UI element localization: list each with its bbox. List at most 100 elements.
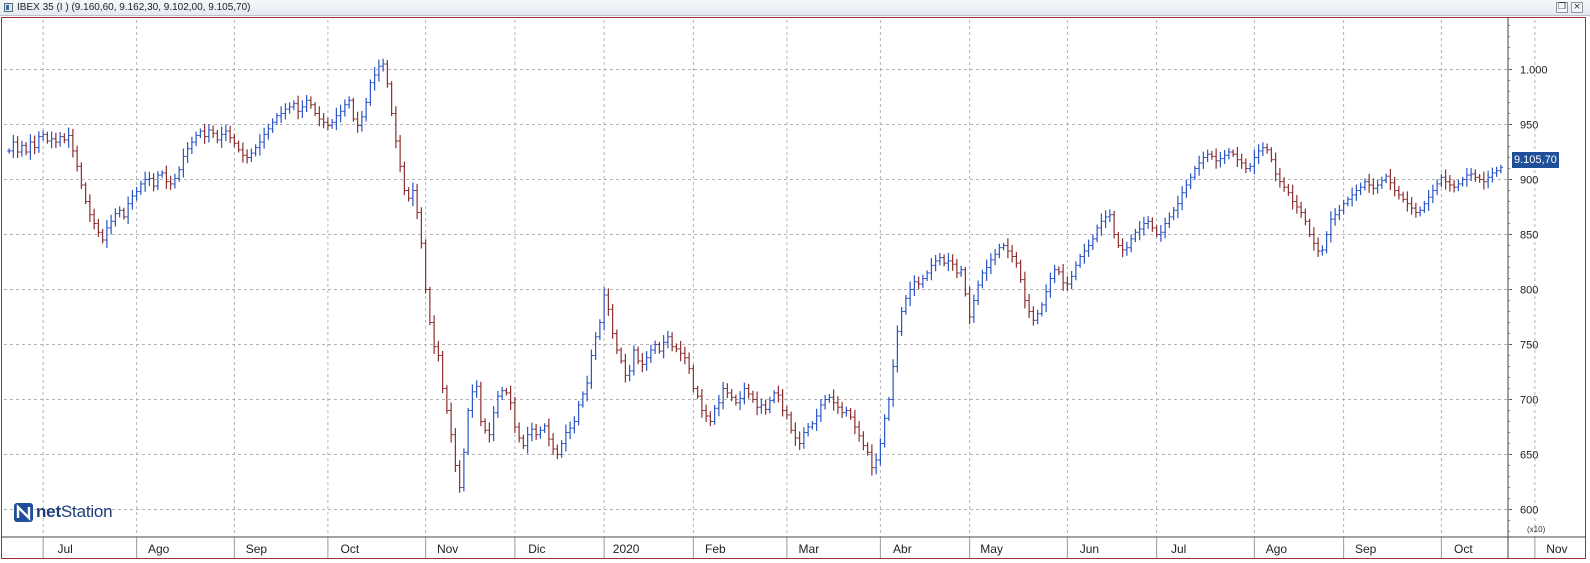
x-tick-label: Jun [1080,542,1099,556]
price-bar [993,249,998,266]
price-bar [172,173,177,189]
price-bar [1090,234,1095,251]
price-bar [121,207,126,220]
price-bar [287,102,292,114]
price-bar [194,131,199,147]
price-bar [364,97,369,122]
price-bar [1409,197,1414,215]
price-bar [750,390,755,403]
price-bar [797,431,802,451]
price-bar [1129,234,1134,253]
price-bar [470,384,475,418]
price-bar [1447,175,1452,192]
price-bar [232,133,237,148]
price-bar [980,269,985,289]
price-bar [525,426,530,454]
price-bar [793,422,798,446]
price-bar [138,180,143,195]
x-tick-label: Abr [893,542,912,556]
price-bar [810,421,815,430]
y-tick-label: 950 [1520,120,1538,132]
price-bar [410,182,415,207]
price-bar [763,399,768,415]
price-bar [657,341,662,354]
price-bar [729,388,734,402]
x-tick-label: Oct [341,542,360,556]
price-bar [1171,207,1176,221]
price-bar [674,343,679,353]
price-bar [181,148,186,178]
price-bar [954,258,959,279]
price-bar [202,123,207,144]
netstation-logo-text: netStation [36,502,113,521]
price-bar [1486,170,1491,189]
price-bar [100,229,105,244]
price-bar [1150,217,1155,232]
price-bar [725,383,730,399]
price-bar [869,444,874,476]
price-bar [317,106,322,127]
price-bar [1018,259,1023,283]
chart-bars [7,58,1503,493]
price-bar [1086,239,1091,257]
price-bar [376,59,381,82]
price-bar [1167,212,1172,229]
price-bar [1439,174,1444,188]
price-bar [585,375,590,402]
price-bar [878,438,883,466]
price-bar [1197,155,1202,176]
price-bar [1494,166,1499,177]
price-bar [733,394,738,406]
price-bar [249,148,254,163]
price-bar [1116,231,1121,249]
price-bar [644,351,649,371]
price-bar [177,166,182,182]
price-bar [661,335,666,359]
chart-frame [1,17,1586,559]
price-bar [304,95,309,113]
price-bar [1022,271,1027,309]
price-bar [814,408,819,431]
price-bar [389,81,394,117]
restore-button[interactable]: ❐ [1556,2,1568,13]
price-bar [1184,179,1189,198]
price-bar [891,359,896,407]
price-bar [1481,171,1486,190]
price-bar [440,350,445,394]
price-bar [1154,225,1159,238]
price-bar [1231,149,1236,157]
price-bar [517,422,522,443]
price-bar [984,259,989,281]
price-bar [614,329,619,354]
price-bar [1435,179,1440,196]
price-bar [1056,266,1061,276]
price-bar [699,388,704,418]
price-bar [1027,293,1032,319]
price-bar [474,380,479,398]
price-bar [933,254,938,272]
price-bar [640,353,645,373]
price-bar [1035,309,1040,325]
price-bar [1192,165,1197,180]
y-axis: 1.000 950 900 850 800 750 700 650 600 [1508,25,1548,532]
price-bar [882,414,887,448]
price-bar [840,401,845,418]
price-bar [1265,143,1270,154]
price-bar [1452,179,1457,193]
price-bar [211,125,216,138]
price-bar [789,411,794,434]
price-bar [359,110,364,132]
price-bar [236,140,241,153]
price-bar [1141,216,1146,236]
price-bar [7,148,12,154]
price-bar [687,352,692,374]
price-bar [406,187,411,202]
price-bar [602,287,607,331]
price-bar [512,396,517,433]
price-bar [104,219,109,248]
close-button[interactable]: × [1571,2,1583,13]
price-bar [155,171,160,191]
price-bar [436,340,441,362]
price-bar [1405,191,1410,212]
x-tick-label: Nov [1546,542,1567,556]
